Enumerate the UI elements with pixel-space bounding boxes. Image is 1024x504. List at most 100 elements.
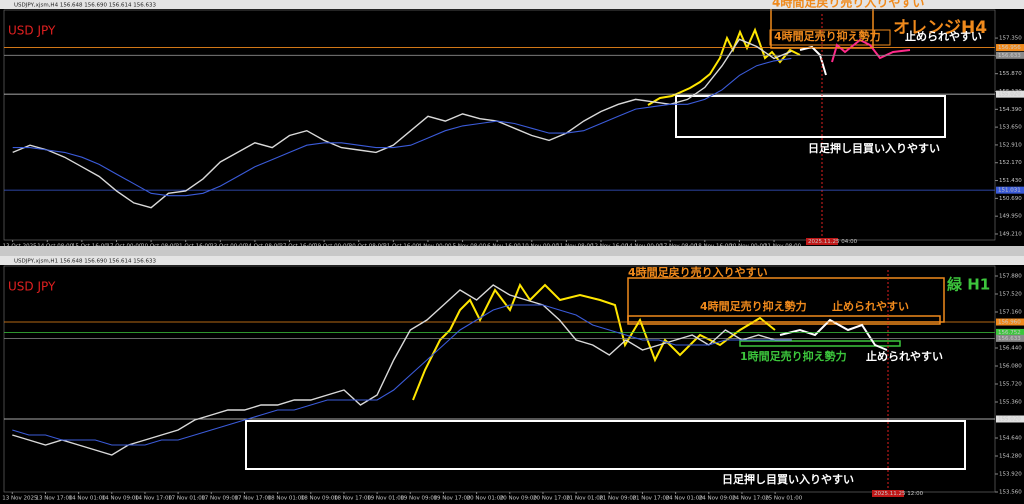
cursor-label: 2025.11.25 12:00 bbox=[874, 491, 924, 497]
title-bar bbox=[0, 0, 1024, 9]
x-tick-label: 24 Nov 09:00 bbox=[699, 496, 737, 502]
x-tick-label: 24 Oct 08:00 bbox=[245, 244, 281, 250]
x-tick-label: 17 Oct 00:00 bbox=[106, 244, 142, 250]
y-tick-label: 157.350 bbox=[999, 36, 1022, 42]
price-line-tag bbox=[996, 51, 1024, 59]
resist-box bbox=[627, 315, 941, 325]
y-tick-label: 155.720 bbox=[999, 382, 1022, 388]
y-tick-label: 154.280 bbox=[999, 454, 1022, 460]
annotation: 4時間足戻り売り入りやすい bbox=[628, 265, 768, 279]
annotation: オレンジH4 bbox=[893, 18, 987, 38]
y-tick-label: 156.440 bbox=[999, 346, 1022, 352]
y-tick-label: 154.390 bbox=[999, 107, 1022, 113]
annotation: 緑 H1 bbox=[947, 276, 990, 294]
x-tick-label: 14 Oct 08:00 bbox=[37, 244, 73, 250]
x-tick-label: 6 Nov 16:00 bbox=[487, 244, 521, 250]
bottom-window bbox=[0, 256, 1024, 504]
x-tick-label: 18 Nov 17:00 bbox=[334, 496, 372, 502]
cursor-tag bbox=[872, 490, 904, 497]
x-tick-label: 11 Nov 08:00 bbox=[556, 244, 594, 250]
x-tick-label: 21 Nov 01:00 bbox=[566, 496, 604, 502]
price-line-label: 156.633 bbox=[998, 53, 1021, 59]
x-tick-label: 5 Nov 08:00 bbox=[453, 244, 487, 250]
price-line-tag bbox=[996, 334, 1024, 342]
y-tick-label: 151.430 bbox=[999, 178, 1022, 184]
x-tick-label: 13 Nov 2025 bbox=[2, 496, 38, 502]
forecast-white bbox=[779, 318, 888, 351]
cursor-label: 2025.11.25 04:00 bbox=[808, 239, 858, 245]
price-line-tag bbox=[996, 90, 1024, 98]
title-bar bbox=[0, 256, 1024, 265]
x-tick-label: 14 Nov 00:00 bbox=[626, 244, 664, 250]
x-tick-label: 25 Nov 01:00 bbox=[765, 496, 803, 502]
buy-zone-box bbox=[675, 95, 946, 138]
price-line-series bbox=[12, 38, 792, 209]
window-title: USDJPY,xjsm,H4 156.648 156.690 156.614 1… bbox=[14, 3, 157, 9]
forecast-pink bbox=[831, 38, 911, 63]
resist-box bbox=[769, 29, 891, 46]
x-tick-label: 31 Oct 16:00 bbox=[383, 244, 419, 250]
x-tick-label: 29 Oct 00:00 bbox=[314, 244, 350, 250]
y-tick-label: 150.690 bbox=[999, 196, 1022, 202]
y-tick-label: 153.560 bbox=[999, 490, 1022, 496]
x-tick-label: 27 Oct 16:00 bbox=[280, 244, 316, 250]
x-tick-label: 20 Oct 08:00 bbox=[141, 244, 177, 250]
price-line-label: 156.633 bbox=[998, 336, 1021, 342]
x-tick-label: 17 Nov 17:00 bbox=[234, 496, 272, 502]
x-tick-label: 17 Nov 01:00 bbox=[168, 496, 206, 502]
annotation: 止められやすい bbox=[866, 349, 943, 363]
y-tick-label: 157.520 bbox=[999, 292, 1022, 298]
x-tick-label: 14 Nov 09:00 bbox=[102, 496, 140, 502]
y-tick-label: 149.950 bbox=[999, 214, 1022, 220]
x-tick-label: 24 Nov 01:00 bbox=[666, 496, 704, 502]
x-tick-label: 21 Nov 09:00 bbox=[599, 496, 637, 502]
price-line-tag bbox=[996, 415, 1024, 423]
x-tick-label: 14 Nov 17:00 bbox=[135, 496, 173, 502]
y-tick-label: 154.640 bbox=[999, 436, 1022, 442]
price-line-label: 156.752 bbox=[998, 330, 1021, 336]
annotation: 止められやすい bbox=[905, 29, 982, 43]
annotation: 日足押し目買い入りやすい bbox=[808, 141, 940, 155]
h1-box bbox=[739, 340, 901, 347]
x-tick-label: 12 Nov 16:00 bbox=[591, 244, 629, 250]
ma-line bbox=[12, 304, 792, 446]
x-tick-label: 19 Nov 17:00 bbox=[433, 496, 471, 502]
symbol-label: USD JPY bbox=[8, 24, 56, 38]
y-tick-label: 149.210 bbox=[999, 231, 1022, 237]
x-tick-label: 30 Oct 08:00 bbox=[349, 244, 385, 250]
x-tick-label: 13 Oct 2025 bbox=[3, 244, 38, 250]
y-tick-label: 152.170 bbox=[999, 160, 1022, 166]
annotation: 4時間足売り抑え勢力 bbox=[700, 299, 807, 313]
y-tick-label: 156.080 bbox=[999, 364, 1022, 370]
x-tick-label: 18 Nov 01:00 bbox=[268, 496, 306, 502]
x-tick-label: 10 Nov 00:00 bbox=[522, 244, 560, 250]
cursor-tag bbox=[806, 238, 838, 245]
price-line-label: 156.956 bbox=[998, 45, 1021, 51]
annotation: 4時間足売り抑え勢力 bbox=[774, 29, 881, 43]
y-tick-label: 157.880 bbox=[999, 274, 1022, 280]
x-tick-label: 21 Oct 16:00 bbox=[176, 244, 212, 250]
price-line-label: 155.020 bbox=[998, 417, 1021, 423]
x-tick-label: 18 Nov 09:00 bbox=[301, 496, 339, 502]
x-tick-label: 23 Oct 00:00 bbox=[210, 244, 246, 250]
x-tick-label: 20 Nov 00:00 bbox=[729, 244, 767, 250]
plot-frame bbox=[3, 9, 996, 241]
annotation: 日足押し目買い入りやすい bbox=[722, 472, 854, 486]
plot-frame bbox=[3, 265, 996, 493]
x-tick-label: 21 Nov 17:00 bbox=[632, 496, 670, 502]
y-tick-label: 157.160 bbox=[999, 310, 1022, 316]
x-tick-label: 20 Nov 09:00 bbox=[500, 496, 538, 502]
y-tick-label: 155.360 bbox=[999, 400, 1022, 406]
x-tick-label: 18 Nov 16:00 bbox=[695, 244, 733, 250]
x-tick-label: 20 Nov 01:00 bbox=[467, 496, 505, 502]
annotation: 止められやすい bbox=[832, 299, 909, 313]
symbol-label: USD JPY bbox=[8, 280, 56, 294]
buy-zone-box bbox=[245, 420, 966, 470]
price-line-tag bbox=[996, 318, 1024, 326]
x-tick-label: 14 Nov 01:00 bbox=[69, 496, 107, 502]
x-tick-label: 24 Nov 17:00 bbox=[732, 496, 770, 502]
price-line-tag bbox=[996, 44, 1024, 52]
y-tick-label: 153.650 bbox=[999, 125, 1022, 131]
price-line-series bbox=[12, 284, 792, 456]
